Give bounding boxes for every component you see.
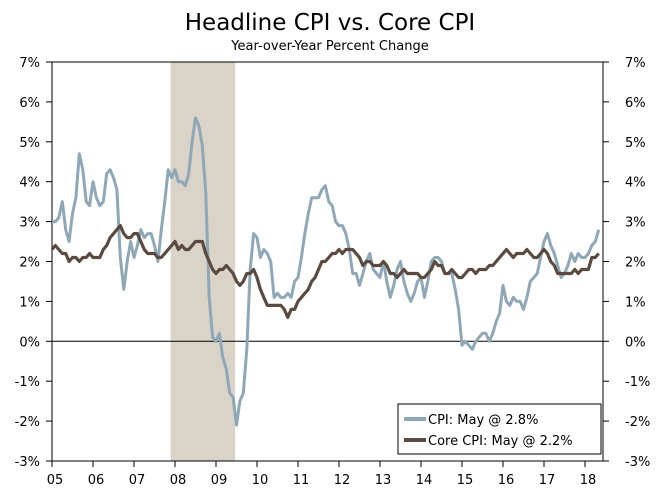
core-cpi-line (50, 224, 600, 319)
y-tick-label-left: -3% (15, 455, 40, 470)
y-tick-label-left: 6% (19, 96, 40, 111)
cpi-line (52, 116, 601, 427)
y-tick-label-left: 2% (19, 256, 40, 271)
y-tick-label-right: -1% (625, 375, 650, 390)
y-tick-label-left: 1% (19, 295, 40, 310)
y-tick-label-left: -1% (15, 375, 40, 390)
x-tick-label: 13 (375, 473, 392, 488)
legend: CPI: May @ 2.8% Core CPI: May @ 2.2% (397, 403, 602, 455)
x-tick-label: 05 (47, 473, 64, 488)
series-lines (50, 116, 601, 427)
x-tick-label: 06 (88, 473, 105, 488)
y-tick-label-right: 4% (625, 176, 646, 191)
y-tick-label-right: -3% (625, 455, 650, 470)
y-tick-label-left: 0% (19, 335, 40, 350)
y-tick-label-right: 5% (625, 136, 646, 151)
y-tick-label-right: 1% (625, 295, 646, 310)
y-tick-label-right: 6% (625, 96, 646, 111)
y-tick-label-left: -2% (15, 415, 40, 430)
x-tick-label: 07 (129, 473, 146, 488)
y-tick-label-right: -2% (625, 415, 650, 430)
y-tick-label-left: 7% (19, 56, 40, 71)
x-tick-label: 08 (170, 473, 187, 488)
x-tick-label: 17 (539, 473, 556, 488)
axes: -3% -3% -2% -2% -1% -1% 0% 0% 1% 1% 2% 2% 3% 3% 4% 4% 5%… (15, 56, 651, 488)
x-tick-label: 09 (211, 473, 228, 488)
legend-label-cpi: CPI: May @ 2.8% (428, 413, 538, 428)
legend-box (397, 403, 602, 455)
y-tick-label-right: 3% (625, 216, 646, 231)
x-tick-label: 10 (252, 473, 269, 488)
plot-frame (51, 61, 604, 462)
y-tick-label-left: 3% (19, 216, 40, 231)
recession-band (170, 62, 236, 461)
y-tick-label-left: 4% (19, 176, 40, 191)
y-tick-label-left: 5% (19, 136, 40, 151)
y-tick-label-right: 2% (625, 256, 646, 271)
y-tick-label-right: 7% (625, 56, 646, 71)
chart-title: Headline CPI vs. Core CPI (185, 10, 475, 36)
x-tick-label: 14 (416, 473, 433, 488)
recession-shading (170, 62, 236, 461)
x-tick-label: 18 (580, 473, 597, 488)
chart-subtitle: Year-over-Year Percent Change (230, 39, 428, 54)
x-tick-label: 15 (457, 473, 474, 488)
legend-label-core-cpi: Core CPI: May @ 2.2% (428, 434, 573, 449)
x-tick-label: 16 (498, 473, 515, 488)
x-tick-label: 11 (293, 473, 310, 488)
x-tick-label: 12 (334, 473, 351, 488)
y-tick-label-right: 0% (625, 335, 646, 350)
